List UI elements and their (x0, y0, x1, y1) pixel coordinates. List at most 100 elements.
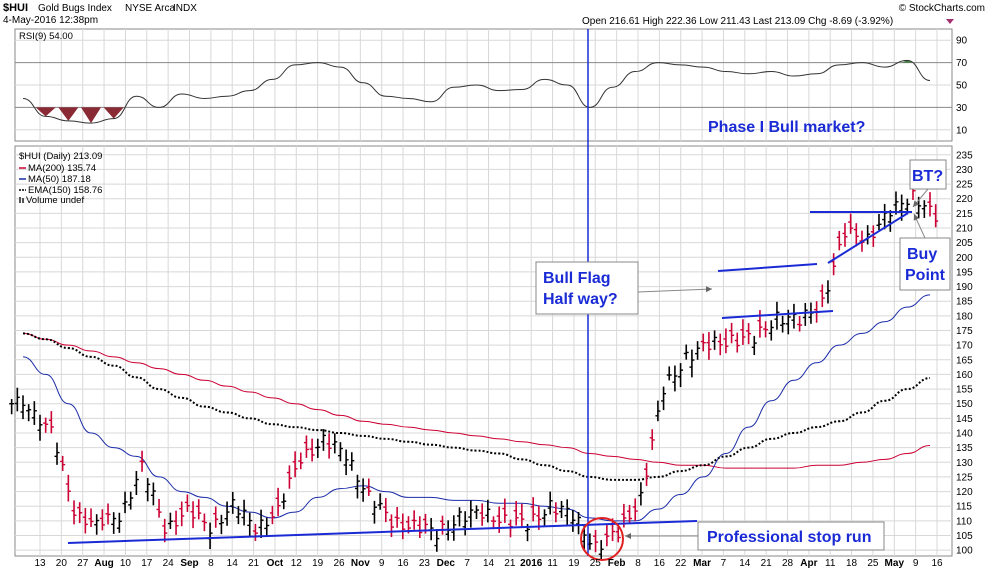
price-bar (797, 316, 803, 332)
rsi-panel: RSI(9) 54.00 90 70 50 30 10 (14, 28, 968, 142)
y-tick-label: 110 (956, 516, 972, 527)
price-bar (196, 499, 202, 520)
price-bar (683, 344, 689, 360)
y-tick-label: 120 (956, 487, 973, 498)
rsi-oversold-fill (35, 107, 124, 124)
rsi-tick-label: 10 (956, 125, 968, 136)
rsi-label: RSI(9) 54.00 (19, 31, 73, 42)
legend-hui: $HUI (Daily) 213.09 (19, 151, 102, 162)
x-tick-label: Mar (693, 558, 711, 569)
price-bar (366, 478, 372, 496)
price-bar (593, 529, 599, 553)
price-bar (462, 511, 468, 536)
x-tick-label: 19 (312, 558, 324, 569)
price-bar (921, 200, 927, 218)
price-bar (224, 501, 230, 526)
x-tick-label: 11 (547, 558, 558, 569)
price-bar (547, 491, 553, 515)
x-tick-label: 14 (739, 558, 751, 569)
price-bar (26, 404, 32, 422)
price-bar (388, 514, 394, 538)
price-bar (60, 455, 66, 471)
price-bar (326, 433, 332, 459)
price-bar (400, 513, 406, 540)
price-bar (553, 502, 559, 523)
price-bar (88, 508, 94, 528)
price-bar (411, 510, 417, 530)
price-bar (241, 499, 247, 526)
price-bar (298, 452, 304, 470)
rsi-tick-label: 70 (956, 58, 968, 69)
dropdown-caret-icon (946, 19, 954, 24)
price-bar (780, 315, 786, 333)
price-bar (281, 493, 287, 510)
price-bar (570, 509, 576, 532)
x-tick-label: 28 (782, 558, 794, 569)
volume-bar-icon (19, 197, 21, 203)
y-tick-label: 140 (956, 429, 973, 440)
price-bar (825, 280, 831, 304)
price-bar (768, 320, 774, 341)
price-bar (836, 230, 842, 251)
legend-ma50: MA(50) 187.18 (28, 174, 91, 185)
price-bar (371, 500, 377, 524)
x-tick-label: 25 (867, 558, 879, 569)
rsi-grid (15, 29, 952, 141)
price-bar (111, 512, 117, 534)
x-axis: 13 20 27 Aug 10 17 24 Sep 8 14 21 Oct 12 19 26 Nov 9 16 23… (34, 558, 943, 569)
flag-lower-line (721, 310, 834, 319)
price-bar (627, 504, 633, 524)
price-bar (887, 210, 893, 232)
x-tick-label: Sep (180, 558, 198, 569)
x-tick-label: May (885, 558, 905, 569)
price-bar (678, 363, 684, 388)
price-bar (77, 502, 83, 524)
price-bar (252, 523, 258, 541)
x-tick-label: 21 (761, 558, 773, 569)
price-bar (576, 512, 582, 535)
price-bar (354, 474, 360, 499)
ma200-line (22, 332, 931, 469)
price-bar (802, 302, 808, 326)
x-tick-label: 27 (77, 558, 89, 569)
x-tick-label: Dec (437, 558, 456, 569)
watermark: © StockCharts.com (899, 3, 985, 14)
y-tick-label: 170 (956, 341, 973, 352)
bull-flag-text-1: Bull Flag (543, 270, 611, 287)
price-bar (734, 332, 740, 353)
price-bar (145, 478, 151, 502)
y-tick-label: 165 (956, 355, 973, 366)
x-tick-label: 7 (721, 558, 727, 569)
rsi-tick-label: 90 (956, 36, 968, 47)
price-bar (173, 510, 179, 535)
price-grid (15, 146, 952, 556)
price-bar (604, 524, 610, 547)
price-bar (513, 501, 519, 526)
price-bar (723, 328, 729, 354)
price-bar (235, 506, 241, 525)
x-tick-label: 23 (419, 558, 431, 569)
chart-header: $HUI Gold Bugs Index NYSE Arca INDX 4-Ma… (3, 2, 985, 27)
y-tick-label: 135 (956, 443, 973, 454)
price-bar (774, 301, 780, 330)
x-tick-label: 17 (141, 558, 153, 569)
trendlines (67, 211, 912, 544)
price-bar (819, 284, 825, 308)
price-bar (201, 513, 207, 532)
price-bar (763, 321, 769, 338)
price-bar (632, 498, 638, 521)
price-bar (417, 516, 423, 538)
x-tick-label: 14 (227, 558, 239, 569)
y-tick-label: 150 (956, 399, 973, 410)
price-bar (927, 192, 933, 217)
bt-text: BT? (912, 168, 943, 185)
price-bar (150, 482, 156, 506)
price-bar (269, 505, 275, 525)
price-bar (870, 225, 876, 247)
price-bar (729, 322, 735, 344)
price-bar (491, 516, 497, 530)
y-tick-label: 115 (956, 502, 972, 513)
price-bar (564, 499, 570, 526)
price-bar (848, 213, 854, 234)
price-bar (638, 482, 644, 506)
